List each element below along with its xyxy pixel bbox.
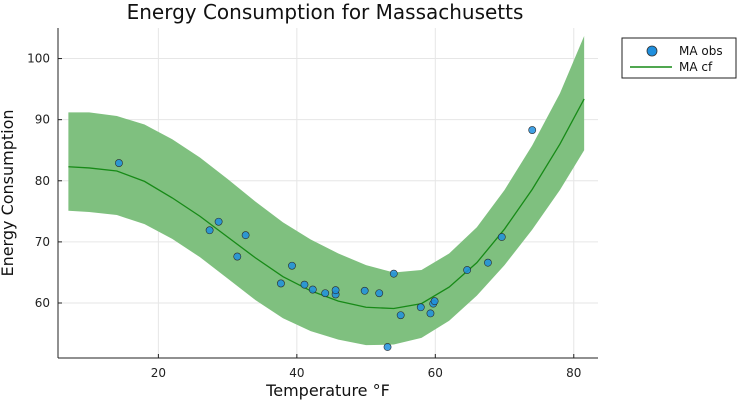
- data-point: [321, 289, 330, 298]
- y-tick-label: 90: [35, 113, 50, 127]
- data-point: [331, 286, 340, 295]
- x-tick-label: 40: [289, 366, 304, 380]
- data-point: [463, 266, 472, 274]
- data-point: [416, 303, 425, 312]
- data-point: [396, 311, 405, 320]
- x-tick-label: 60: [428, 366, 443, 380]
- tick-labels: 20 40 60 80 60 70 80 90 100: [27, 52, 581, 380]
- legend-obs-marker: [646, 45, 658, 57]
- x-tick-label: 80: [566, 366, 581, 380]
- data-point: [389, 269, 398, 278]
- data-point: [115, 159, 123, 167]
- y-tick-label: 100: [27, 52, 50, 66]
- data-point: [300, 280, 309, 289]
- data-point: [205, 226, 214, 235]
- chart-title: Energy Consumption for Massachusetts: [127, 0, 524, 24]
- scatter-points-layer: [115, 126, 537, 351]
- data-point: [426, 309, 435, 318]
- data-point: [241, 231, 250, 240]
- data-point: [484, 258, 492, 267]
- y-axis-title: Energy Consumption: [0, 109, 17, 276]
- y-tick-label: 60: [35, 296, 50, 310]
- data-point: [383, 343, 392, 351]
- data-point: [360, 286, 369, 295]
- confidence-band-layer: [68, 35, 585, 346]
- x-tick-label: 20: [151, 366, 166, 380]
- data-point: [375, 289, 384, 298]
- legend: MA obs MA cf: [621, 37, 737, 79]
- data-point: [277, 279, 285, 288]
- data-point: [233, 252, 242, 261]
- y-tick-label: 80: [35, 174, 50, 188]
- x-axis-title: Temperature °F: [265, 381, 390, 400]
- data-point: [308, 285, 317, 294]
- data-point: [430, 297, 439, 306]
- data-point: [214, 217, 223, 226]
- data-point: [288, 261, 296, 270]
- data-point: [497, 233, 506, 241]
- legend-obs-label: MA obs: [679, 44, 723, 58]
- legend-cf-label: MA cf: [679, 60, 713, 74]
- data-point: [528, 126, 537, 134]
- y-tick-label: 70: [35, 235, 50, 249]
- confidence-band: [68, 35, 585, 346]
- legend-box: [621, 37, 737, 79]
